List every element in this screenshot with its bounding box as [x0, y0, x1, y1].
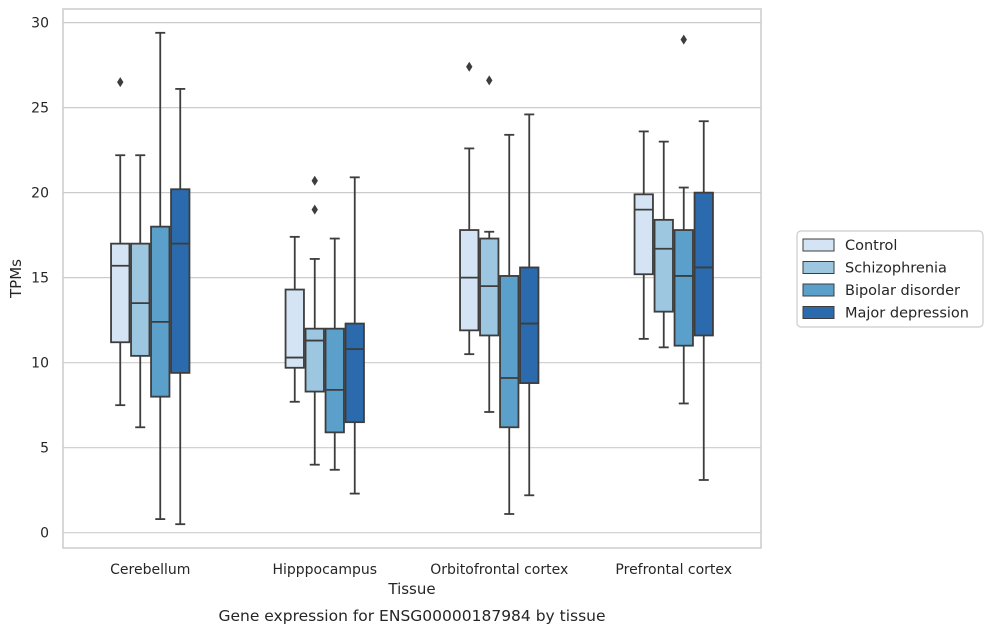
box	[284, 235, 305, 403]
x-tick-label: Prefrontal cortex	[615, 562, 732, 578]
legend-swatch	[802, 238, 835, 252]
box	[344, 176, 365, 495]
box-iqr	[673, 229, 694, 347]
box-iqr	[304, 327, 325, 393]
y-tick-label: 25	[31, 101, 49, 117]
box-iqr	[344, 322, 365, 424]
legend-swatch	[802, 283, 835, 297]
box	[499, 133, 520, 515]
y-tick-labels: 0 5 10 15 20 25 30	[31, 16, 49, 542]
outlier-point	[486, 75, 493, 86]
box	[633, 130, 654, 340]
box	[653, 140, 674, 349]
y-axis-label: TPMs	[7, 259, 25, 299]
box	[519, 113, 540, 497]
box-iqr	[284, 288, 305, 369]
x-tick-label: Cerebellum	[110, 562, 190, 578]
x-tick-label: Orbitofrontal cortex	[430, 562, 568, 578]
box-iqr	[324, 327, 345, 434]
legend-label: Bipolar disorder	[845, 283, 960, 299]
legend-frame	[796, 230, 984, 328]
box-iqr	[693, 191, 714, 337]
box	[693, 120, 714, 481]
x-axis-label: Tissue	[387, 580, 435, 598]
box	[110, 77, 131, 407]
box-groups	[110, 31, 714, 526]
outlier-point	[117, 77, 124, 88]
y-tick-label: 20	[31, 186, 49, 202]
outlier-point	[466, 61, 473, 72]
box-iqr	[499, 275, 520, 429]
y-tick-label: 15	[31, 271, 49, 287]
y-tick-label: 30	[31, 16, 49, 32]
box	[170, 88, 191, 526]
box	[673, 34, 694, 405]
x-tick-labels: Cerebellum Hipppocampus Orbitofrontal cort…	[110, 562, 732, 578]
legend-label: Schizophrenia	[845, 261, 947, 277]
box-group	[284, 175, 365, 495]
y-tick-label: 5	[40, 441, 49, 457]
legend: Control Schizophrenia Bipolar disorder Majo…	[796, 230, 984, 328]
box-iqr	[459, 229, 480, 332]
y-tick-label: 0	[40, 526, 49, 542]
box	[324, 237, 345, 471]
box-iqr	[653, 218, 674, 313]
box-iqr	[150, 225, 171, 398]
box-iqr	[130, 242, 151, 357]
box-iqr	[633, 193, 654, 276]
box	[150, 31, 171, 520]
box-iqr	[170, 188, 191, 374]
legend-label: Major depression	[845, 306, 969, 322]
chart-title: Gene expression for ENSG00000187984 by t…	[218, 607, 605, 625]
y-tick-label: 10	[31, 356, 49, 372]
legend-swatch	[802, 261, 835, 274]
box-iqr	[110, 242, 131, 344]
box	[130, 154, 151, 429]
box	[479, 75, 500, 413]
x-tick-label: Hipppocampus	[272, 562, 377, 578]
outlier-point	[311, 175, 318, 186]
outlier-point	[680, 34, 687, 45]
box-group	[459, 61, 540, 515]
box	[304, 175, 325, 466]
outlier-point	[311, 204, 318, 215]
plot-area-frame	[62, 8, 762, 549]
legend-swatch	[802, 306, 835, 319]
box-iqr	[519, 266, 540, 384]
legend-label: Control	[845, 238, 897, 254]
box-group	[633, 34, 714, 481]
box	[459, 61, 480, 356]
box-group	[110, 31, 191, 526]
